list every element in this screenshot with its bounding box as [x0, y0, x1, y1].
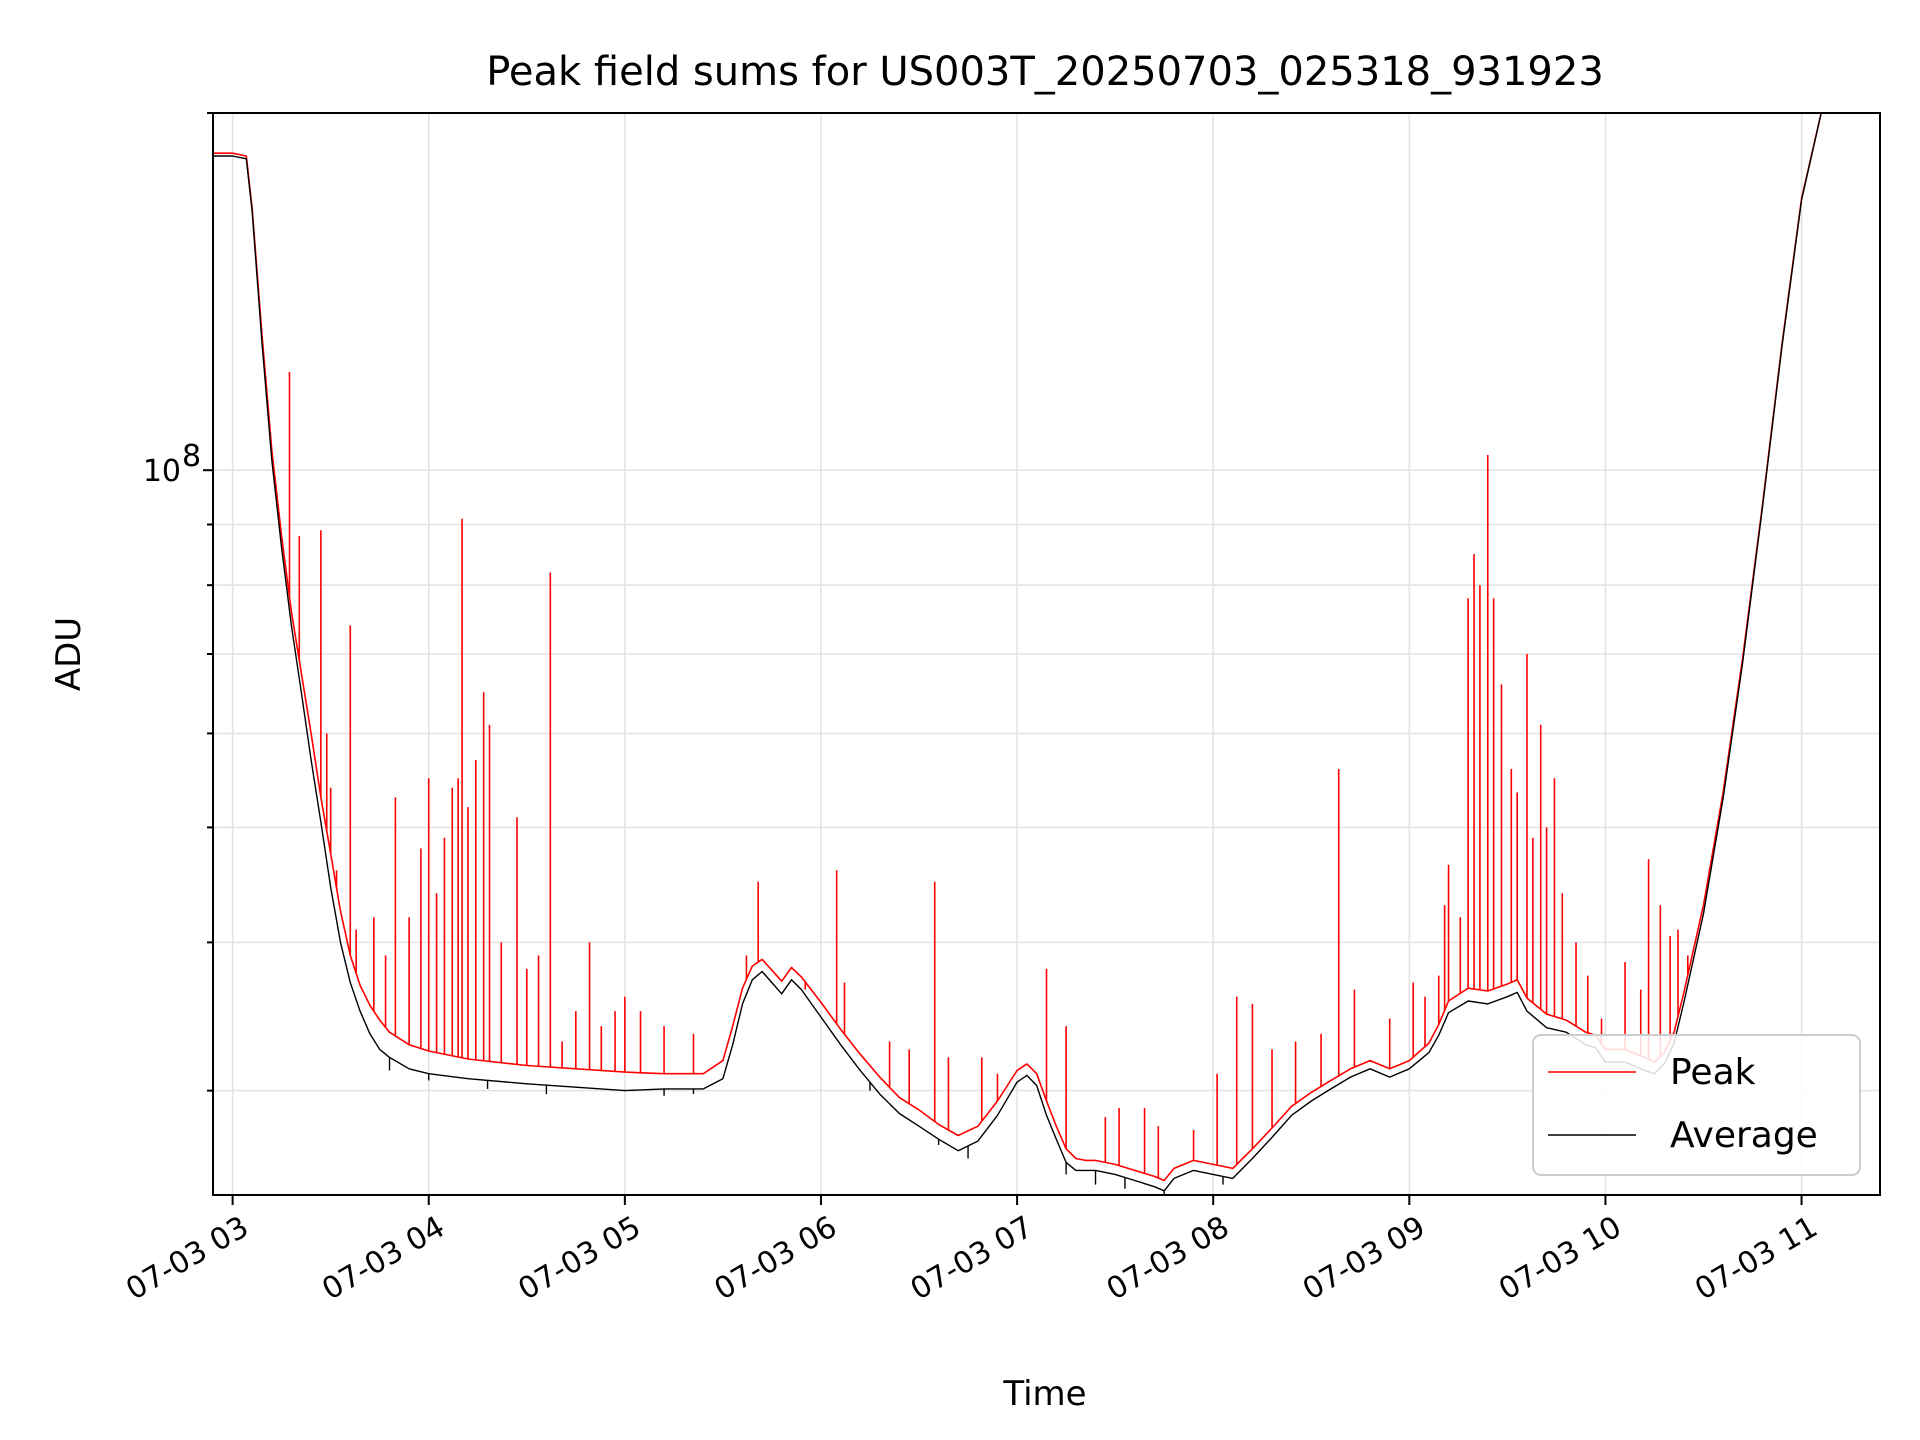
x-tick-label: 07-03 05 — [513, 1210, 647, 1308]
y-tick-exponent: 8 — [182, 439, 201, 474]
x-tick-label: 07-03 07 — [905, 1210, 1039, 1308]
x-tick-label: 07-03 10 — [1493, 1210, 1627, 1308]
y-axis-label: ADU — [49, 617, 89, 691]
x-tick-label: 07-03 08 — [1101, 1210, 1235, 1308]
legend: Peak Average — [1532, 1034, 1861, 1176]
x-axis-label: Time — [1002, 1374, 1086, 1414]
legend-box — [1532, 1034, 1861, 1176]
legend-label-peak: Peak — [1670, 1052, 1756, 1093]
y-tick-label: 10 — [143, 454, 181, 489]
x-tick-label: 07-03 03 — [120, 1210, 254, 1308]
series-layer — [213, 113, 1880, 1195]
chart-title: Peak field sums for US003T_20250703_0253… — [486, 49, 1604, 95]
x-tick-label: 07-03 04 — [316, 1210, 450, 1308]
x-tick-label: 07-03 06 — [709, 1210, 843, 1308]
x-tick-label: 07-03 09 — [1297, 1210, 1431, 1308]
legend-label-average: Average — [1670, 1115, 1818, 1156]
x-tick-label: 07-03 11 — [1689, 1210, 1823, 1308]
